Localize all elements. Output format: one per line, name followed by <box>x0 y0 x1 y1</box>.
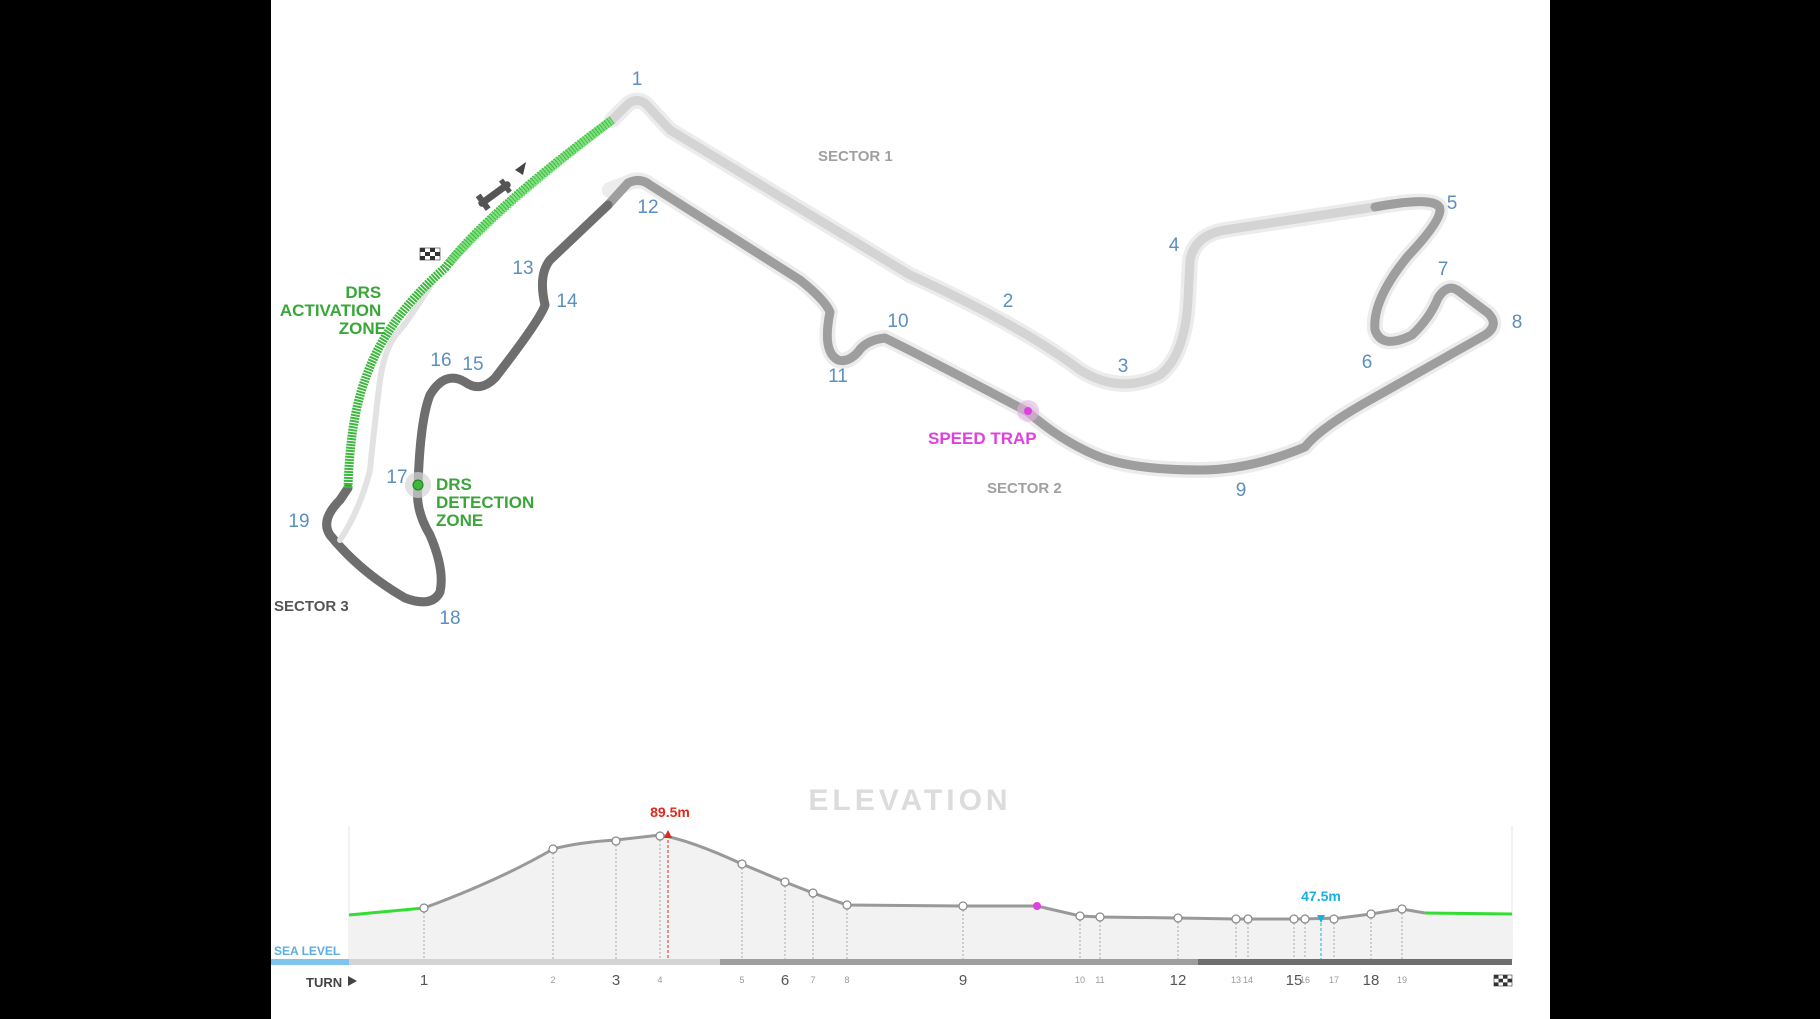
max-elevation-label: 89.5m <box>650 804 690 820</box>
drs-zone-highlight <box>446 116 615 265</box>
elevation-turn-marker <box>1329 914 1339 924</box>
sector-2-bar <box>720 959 1198 965</box>
speed-trap-dot <box>1024 407 1032 415</box>
elevation-start-segment <box>348 906 425 917</box>
speed-trap-label: SPEED TRAP <box>928 429 1037 448</box>
elevation-turn-marker <box>1366 909 1376 919</box>
elevation-tick-18: 18 <box>1363 972 1380 989</box>
sea-level-label: SEA LEVEL <box>274 944 340 958</box>
drs-detection-dot <box>412 479 424 491</box>
elevation-turn-marker <box>1075 911 1085 921</box>
turn-label-3: 3 <box>1118 356 1129 377</box>
turn-axis-label: TURN <box>306 975 342 990</box>
sector-2-label: SECTOR 2 <box>987 480 1062 497</box>
elevation-end-segment <box>1424 911 1513 916</box>
elevation-turn-marker <box>842 900 852 910</box>
turn-label-19: 19 <box>288 511 309 532</box>
turn-label-8: 8 <box>1512 312 1523 333</box>
elevation-tick-9: 9 <box>959 972 967 989</box>
elevation-tick-2: 2 <box>550 975 555 985</box>
turn-label-9: 9 <box>1236 480 1247 501</box>
turn-label-18: 18 <box>439 608 460 629</box>
elevation-turn-marker <box>780 877 790 887</box>
elevation-turn-marker <box>1243 914 1253 924</box>
elevation-fill <box>349 835 1512 960</box>
sea-level-bar <box>271 959 349 965</box>
elevation-tick-8: 8 <box>844 975 849 985</box>
elevation-tick-14: 14 <box>1243 975 1253 985</box>
track-halo <box>602 92 1502 478</box>
elevation-tick-13: 13 <box>1231 975 1241 985</box>
chequered-flag-icon <box>419 247 441 261</box>
elevation-tick-6: 6 <box>781 972 789 989</box>
drs-detection-label: DRS DETECTION ZONE <box>436 475 539 530</box>
turn-label-1: 1 <box>632 69 643 90</box>
sector-1-label: SECTOR 1 <box>818 148 893 165</box>
elevation-turn-marker <box>1231 914 1241 924</box>
drs-activation-label: DRS ACTIVATION ZONE <box>280 283 386 338</box>
elevation-tick-1: 1 <box>420 972 428 989</box>
pit-lane <box>337 280 435 543</box>
turn-axis-arrow-icon <box>348 976 357 986</box>
drs-activation-zone-track <box>343 116 615 489</box>
map-panel <box>271 0 1550 1019</box>
turn-label-7: 7 <box>1438 259 1449 280</box>
turn-label-6: 6 <box>1362 352 1373 373</box>
elevation-tick-17: 17 <box>1329 975 1339 985</box>
turn-label-2: 2 <box>1003 291 1014 312</box>
elevation-turn-marker <box>808 888 818 898</box>
min-elevation-label: 47.5m <box>1301 888 1341 904</box>
turn-label-14: 14 <box>556 291 578 312</box>
elevation-tick-7: 7 <box>810 975 815 985</box>
elevation-tick-16: 16 <box>1300 975 1310 985</box>
elevation-turn-marker <box>1397 904 1407 914</box>
turn-label-13: 13 <box>512 258 533 279</box>
elevation-title: ELEVATION <box>808 784 1011 817</box>
elevation-tick-11: 11 <box>1095 975 1104 985</box>
elevation-turn-marker <box>611 836 621 846</box>
turn-label-11: 11 <box>828 366 848 387</box>
race-car-icon <box>475 178 512 211</box>
elevation-turn-marker <box>655 831 665 841</box>
elevation-turn-marker <box>1173 913 1183 923</box>
sector-3-track <box>322 200 613 607</box>
elevation-turn-markers <box>419 831 1407 924</box>
turn-label-17: 17 <box>386 467 407 488</box>
turn-label-12: 12 <box>637 197 658 218</box>
elevation-drop-lines <box>423 836 1403 960</box>
turn-label-16: 16 <box>430 350 451 371</box>
elevation-turn-marker <box>419 903 429 913</box>
sector-2-track <box>603 175 1498 475</box>
elevation-turn-marker <box>1300 914 1310 924</box>
elevation-turn-marker <box>1289 914 1299 924</box>
turn-label-4: 4 <box>1169 235 1180 256</box>
elevation-tick-3: 3 <box>612 972 620 989</box>
sector-3-label: SECTOR 3 <box>274 598 349 615</box>
elevation-tick-15: 15 <box>1286 972 1303 989</box>
sector-1-track <box>607 96 1380 389</box>
elevation-turn-marker <box>1095 912 1105 922</box>
elevation-turn-marker <box>548 844 558 854</box>
max-elevation-marker <box>664 830 672 838</box>
elevation-tick-4: 4 <box>657 975 662 985</box>
turn-label-10: 10 <box>887 311 908 332</box>
elevation-turn-marker <box>958 901 968 911</box>
elevation-speed-trap-marker <box>1033 902 1041 910</box>
elevation-turn-marker <box>737 859 747 869</box>
finish-flag-icon <box>1493 974 1513 987</box>
elevation-tick-5: 5 <box>739 975 744 985</box>
min-elevation-marker <box>1317 915 1325 923</box>
elevation-tick-12: 12 <box>1170 972 1187 989</box>
elevation-tick-10: 10 <box>1075 975 1085 985</box>
sector-3-bar <box>1198 959 1512 965</box>
turn-label-5: 5 <box>1447 193 1458 214</box>
elevation-tick-19: 19 <box>1397 975 1407 985</box>
turn-label-15: 15 <box>462 354 483 375</box>
sector-1-bar <box>349 959 720 965</box>
direction-arrow-icon <box>515 162 526 175</box>
